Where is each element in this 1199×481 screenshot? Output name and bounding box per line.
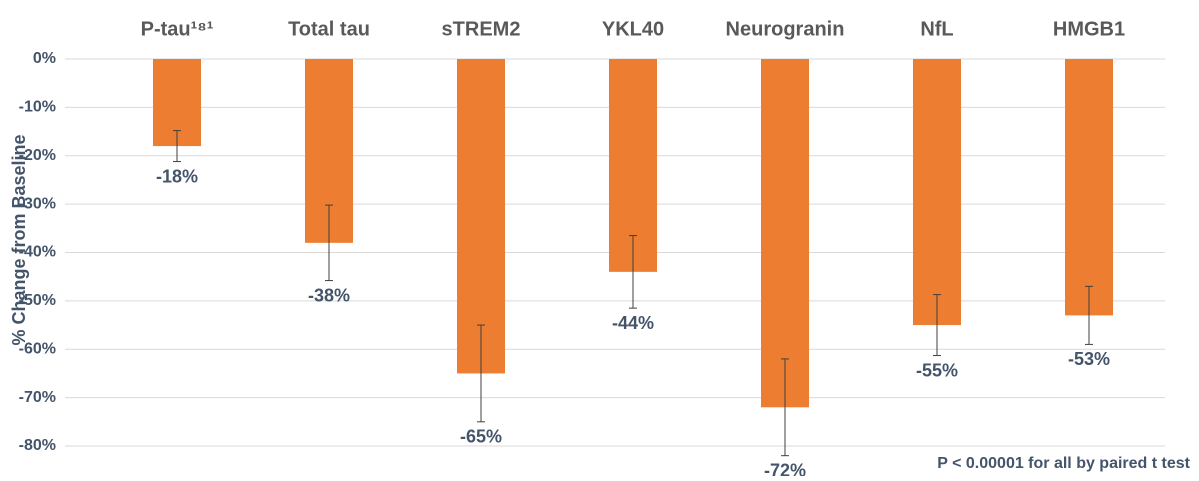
bar (913, 59, 961, 326)
y-tick-label: -70% (19, 389, 56, 406)
value-label: -72% (764, 460, 806, 476)
y-tick-label: -80% (19, 437, 56, 454)
error-bar (629, 235, 637, 309)
y-tick-label: 0% (33, 50, 56, 67)
bar (761, 59, 809, 408)
category-label: P-tau¹⁸¹ (141, 18, 214, 40)
category-label: Total tau (288, 18, 370, 40)
error-bar (1085, 285, 1093, 345)
category-label: NfL (920, 18, 953, 40)
bar (1065, 59, 1113, 316)
y-tick-label: -10% (19, 99, 56, 116)
footnote: P < 0.00001 for all by paired t test (937, 455, 1190, 472)
bar (457, 59, 505, 374)
y-tick-label: -60% (19, 340, 56, 357)
error-bar (325, 204, 333, 282)
category-label: YKL40 (602, 18, 664, 40)
error-bar (477, 324, 485, 423)
y-tick-label: -20% (19, 147, 56, 164)
y-tick-label: -30% (19, 195, 56, 212)
category-label: Neurogranin (726, 18, 845, 40)
value-label: -44% (612, 313, 654, 333)
value-label: -55% (916, 360, 958, 380)
value-label: -18% (156, 166, 198, 186)
error-bar (933, 294, 941, 357)
error-bar (781, 358, 789, 457)
y-axis-label: % Change from Baseline (9, 134, 29, 345)
y-tick-label: -50% (19, 292, 56, 309)
value-label: -38% (308, 285, 350, 305)
value-label: -53% (1068, 349, 1110, 369)
category-label: sTREM2 (442, 18, 521, 40)
error-bar (173, 130, 181, 163)
value-label: -65% (460, 427, 502, 447)
y-tick-label: -40% (19, 244, 56, 261)
category-label: HMGB1 (1053, 18, 1125, 40)
